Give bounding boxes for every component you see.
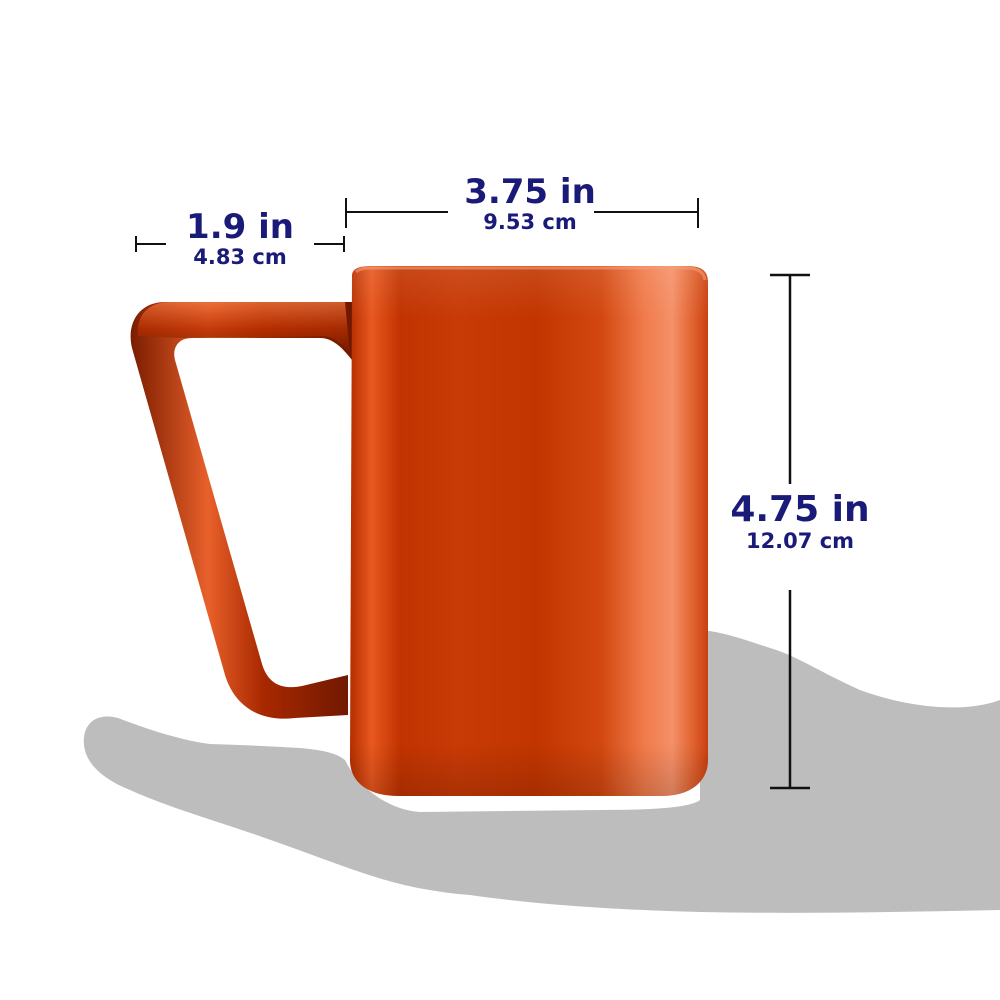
handle-dimension-imperial: 1.9 in xyxy=(186,207,294,247)
width-dimension-imperial: 3.75 in xyxy=(464,172,596,212)
handle-dimension-label: 1.9 in 4.83 cm xyxy=(150,210,330,268)
mug-shading xyxy=(350,266,708,796)
width-dimension-metric: 9.53 cm xyxy=(483,210,577,234)
width-dimension-line xyxy=(345,198,699,228)
handle-dimension-line xyxy=(135,236,345,252)
handle-dimension-metric: 4.83 cm xyxy=(193,245,287,269)
height-dimension-label: 4.75 in 12.07 cm xyxy=(715,492,885,552)
height-dimension-imperial: 4.75 in xyxy=(730,489,870,530)
height-dimension-metric: 12.07 cm xyxy=(745,529,855,553)
hand-silhouette xyxy=(83,630,1000,913)
mug-handle xyxy=(130,302,352,719)
height-dimension-line xyxy=(770,273,810,790)
mug-handle-top-edge xyxy=(137,302,350,355)
width-dimension-label: 3.75 in 9.53 cm xyxy=(430,175,630,233)
mug-rim xyxy=(354,266,707,281)
